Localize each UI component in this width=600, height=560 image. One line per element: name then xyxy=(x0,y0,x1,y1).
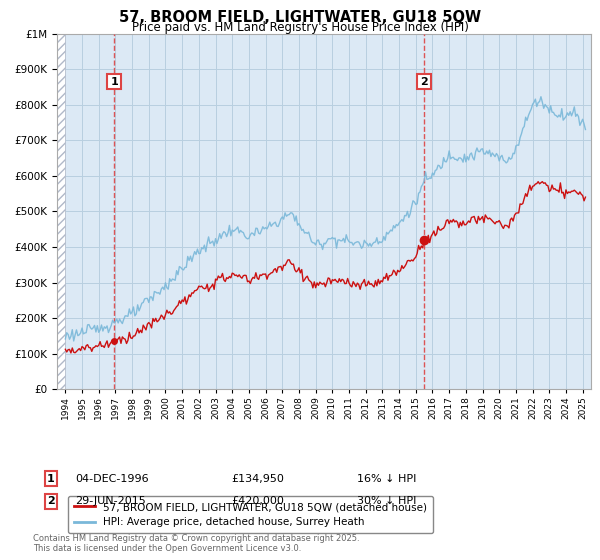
Text: 29-JUN-2015: 29-JUN-2015 xyxy=(75,496,146,506)
Legend: 57, BROOM FIELD, LIGHTWATER, GU18 5QW (detached house), HPI: Average price, deta: 57, BROOM FIELD, LIGHTWATER, GU18 5QW (d… xyxy=(68,496,433,534)
Text: 30% ↓ HPI: 30% ↓ HPI xyxy=(357,496,416,506)
Text: 16% ↓ HPI: 16% ↓ HPI xyxy=(357,474,416,484)
Text: £134,950: £134,950 xyxy=(231,474,284,484)
Text: Price paid vs. HM Land Registry's House Price Index (HPI): Price paid vs. HM Land Registry's House … xyxy=(131,21,469,34)
Text: £420,000: £420,000 xyxy=(231,496,284,506)
Text: Contains HM Land Registry data © Crown copyright and database right 2025.
This d: Contains HM Land Registry data © Crown c… xyxy=(33,534,359,553)
Text: 2: 2 xyxy=(47,496,55,506)
Text: 57, BROOM FIELD, LIGHTWATER, GU18 5QW: 57, BROOM FIELD, LIGHTWATER, GU18 5QW xyxy=(119,10,481,25)
Text: 2: 2 xyxy=(420,77,428,87)
Text: 1: 1 xyxy=(47,474,55,484)
Polygon shape xyxy=(57,34,65,389)
Text: 1: 1 xyxy=(110,77,118,87)
Text: 04-DEC-1996: 04-DEC-1996 xyxy=(75,474,149,484)
